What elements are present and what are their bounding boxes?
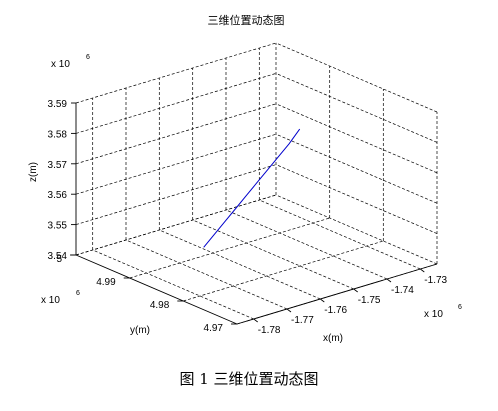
x-tick-label: -1.77 <box>291 315 314 326</box>
grid-line-floor-x <box>125 239 288 310</box>
x-tick-mark <box>353 288 358 293</box>
z-tick-label: 3.59 <box>48 99 68 110</box>
y-exponent-power: 6 <box>76 290 80 297</box>
z-axis-label: z(m) <box>28 162 39 182</box>
z-exponent-power: 6 <box>86 54 90 61</box>
grid-line-sidewall-z <box>275 73 438 143</box>
x-tick-label: -1.78 <box>258 325 281 336</box>
grid-line-backwall-z <box>75 164 277 225</box>
x-tick-label: -1.73 <box>424 275 447 286</box>
z-tick-label: 3.55 <box>48 221 68 232</box>
y-tick-label: 4.98 <box>150 300 170 311</box>
x-tick-mark <box>420 268 425 273</box>
z-tick-label: 3.57 <box>48 160 68 171</box>
grid-line-backwall-z <box>75 42 277 104</box>
z-tick-label: 3.56 <box>48 190 68 201</box>
y-exponent-label: x 10 <box>41 295 60 306</box>
x-tick-mark <box>286 308 292 313</box>
x-axis-label: x(m) <box>323 333 343 344</box>
figure-caption: 图 1 三维位置动态图 <box>179 370 319 388</box>
x-tick-label: -1.76 <box>324 305 347 316</box>
y-tick-label: 4.99 <box>96 277 116 288</box>
series-layer <box>203 128 301 248</box>
grid-line-backwall-z <box>75 133 277 195</box>
x-exponent-label: x 10 <box>424 309 443 320</box>
x-tick-label: -1.74 <box>391 285 414 296</box>
grid-line-floor-x <box>159 229 321 300</box>
grid-line-floor-y <box>183 240 384 302</box>
grid-lines <box>75 42 438 325</box>
grid-line-sidewall-z <box>275 133 438 204</box>
grid-line-backwall-z <box>75 194 277 256</box>
x-tick-mark <box>386 278 392 283</box>
z-tick-label: 3.58 <box>48 129 68 140</box>
grid-line-floor-x <box>192 219 354 290</box>
trajectory-line-0 <box>203 128 301 248</box>
y-axis-label: y(m) <box>130 325 150 336</box>
grid-line-backwall-z <box>75 103 277 165</box>
x-exponent-power: 6 <box>458 304 462 311</box>
chart-title: 三维位置动态图 <box>208 13 285 27</box>
z-exponent-label: x 10 <box>51 59 70 70</box>
grid-line-sidewall-z <box>275 194 438 265</box>
y-tick-label: 5 <box>56 254 62 265</box>
x-axis-line <box>236 263 438 325</box>
grid-line-floor-y <box>129 217 330 279</box>
grid-line-floor-x <box>92 249 254 320</box>
x-tick-label: -1.75 <box>358 295 381 306</box>
x-tick-mark <box>253 318 258 323</box>
grid-line-sidewall-z <box>275 103 438 174</box>
y-axis-line <box>75 254 238 325</box>
y-tick-label: 4.97 <box>204 323 224 334</box>
grid-line-floor-x <box>259 199 421 270</box>
tick-labels: -1.78 -1.77 -1.76 -1.75 -1.74 -1.73 4.97 4.98 4.… <box>48 99 448 336</box>
z-tick-label: 3.54 <box>48 251 68 262</box>
grid-line-backwall-z <box>75 73 277 134</box>
x-tick-mark <box>320 298 325 303</box>
axes-box-edges <box>75 103 438 325</box>
grid-line-floor-x <box>225 209 388 280</box>
grid-line-sidewall-z <box>275 42 438 113</box>
grid-line-sidewall-z <box>275 164 438 234</box>
